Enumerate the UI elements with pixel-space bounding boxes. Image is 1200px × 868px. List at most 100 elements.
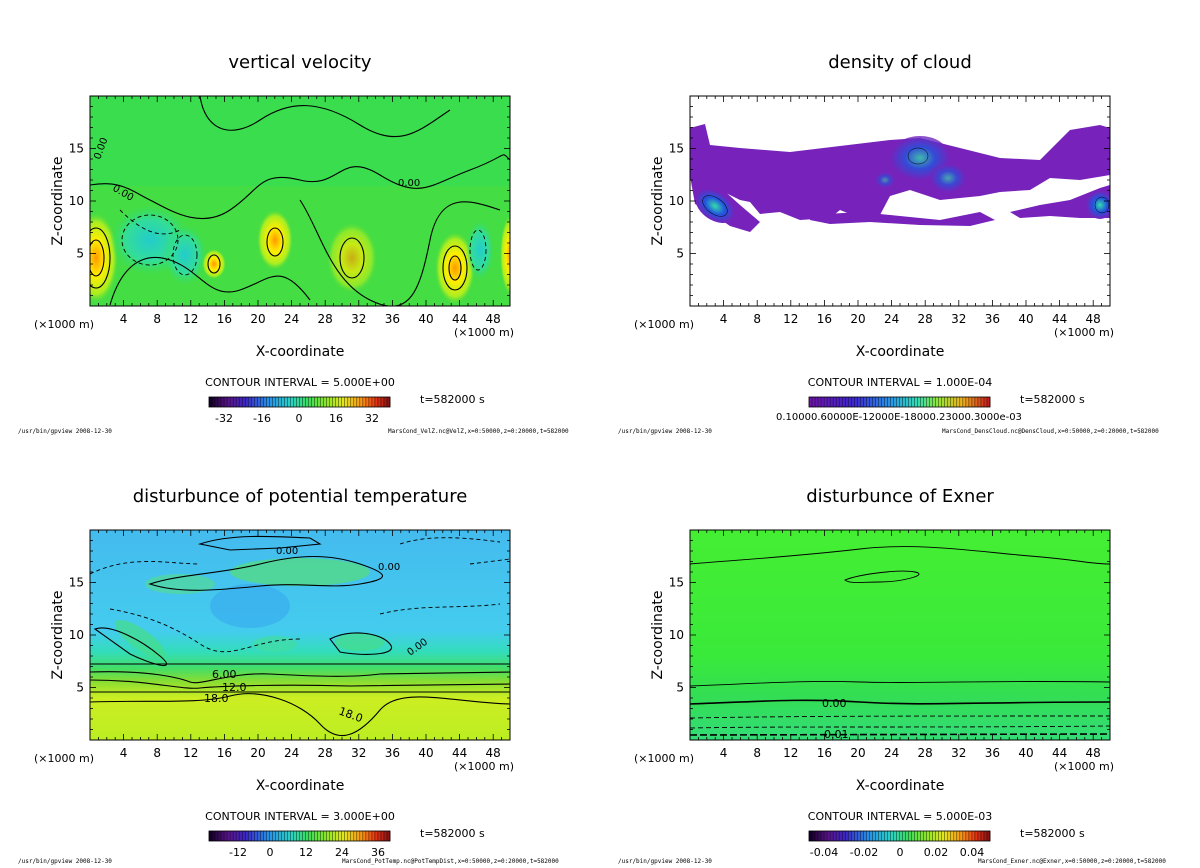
colorbar-cell	[224, 831, 228, 841]
chart-title: disturbunce of potential temperature	[133, 486, 468, 507]
colorbar-cell	[929, 831, 933, 841]
colorbar-cell	[248, 831, 252, 841]
x-tick-label: 40	[1018, 312, 1033, 326]
colorbar-cell	[962, 831, 967, 841]
colorbar-cell	[296, 397, 300, 407]
x-tick-label: 44	[1052, 312, 1067, 326]
colorbar-cell	[383, 397, 388, 407]
colorbar-cell	[977, 397, 982, 407]
colorbar-cell	[272, 397, 276, 407]
colorbar-cell	[968, 397, 973, 407]
x-tick-label: 44	[452, 312, 467, 326]
x-axis-label: X-coordinate	[856, 778, 945, 794]
colorbar-cell	[845, 397, 849, 407]
x-tick-label: 8	[153, 746, 161, 760]
y-tick-label: 15	[669, 142, 684, 156]
x-tick-label: 20	[850, 746, 865, 760]
colorbar-cell	[932, 831, 936, 841]
colorbar-cell	[362, 831, 367, 841]
colorbar-tick: -0.04	[810, 846, 838, 859]
colorbar-cell	[365, 397, 370, 407]
colorbar-cell	[329, 397, 333, 407]
colorbar-cell	[818, 397, 822, 407]
colorbar-cell	[950, 397, 955, 407]
colorbar-cell	[290, 831, 294, 841]
colorbar-tick: 0	[897, 846, 904, 859]
colorbar-cell	[260, 831, 264, 841]
colorbar-tick: 32	[365, 412, 379, 425]
colorbar-cell	[263, 397, 267, 407]
colorbar-cell	[812, 831, 816, 841]
colorbar-cell	[323, 831, 327, 841]
colorbar-cell	[899, 831, 903, 841]
colorbar-cell	[878, 397, 882, 407]
y-tick-label: 5	[676, 681, 684, 695]
colorbar-cell	[308, 831, 312, 841]
colorbar-cell	[338, 831, 343, 841]
colorbar-cell	[902, 831, 906, 841]
colorbar-cell	[908, 831, 912, 841]
colorbar-cell	[239, 397, 243, 407]
x-axis-label: X-coordinate	[256, 778, 345, 794]
colorbar-cell	[845, 831, 849, 841]
colorbar-cell	[335, 831, 340, 841]
colorbar-cell	[881, 397, 885, 407]
x-tick-label: 16	[217, 746, 232, 760]
x-unit-left: (×1000 m)	[634, 752, 694, 765]
colorbar-cell	[221, 831, 225, 841]
colorbar-cell	[926, 831, 930, 841]
colorbar-cell	[272, 831, 276, 841]
colorbar-cell	[917, 397, 921, 407]
colorbar-cell	[281, 831, 285, 841]
contour-interval: CONTOUR INTERVAL = 5.000E+00	[205, 376, 395, 389]
x-tick-label: 4	[120, 312, 128, 326]
colorbar-cell	[890, 397, 894, 407]
colorbar-cell	[875, 397, 879, 407]
colorbar-cell	[386, 831, 391, 841]
colorbar-cell	[236, 397, 240, 407]
colorbar-cell	[230, 831, 234, 841]
colorbar-cell	[386, 397, 391, 407]
chart-vertical-velocity: vertical velocity	[34, 52, 514, 425]
colorbar-cell	[356, 831, 361, 841]
colorbar-cell	[941, 397, 946, 407]
x-tick-label: 48	[1086, 312, 1101, 326]
y-tick-label: 5	[76, 247, 84, 261]
y-tick-label: 15	[669, 576, 684, 590]
colorbar-cell	[299, 397, 303, 407]
field-density-of-cloud	[690, 96, 1110, 306]
colorbar-cell	[359, 831, 364, 841]
colorbar-cell	[851, 397, 855, 407]
colorbar-tick: 36	[371, 846, 385, 859]
colorbar-cell	[260, 397, 264, 407]
colorbar-cell	[230, 397, 234, 407]
colorbar-cell	[929, 397, 933, 407]
colorbar-cell	[923, 831, 927, 841]
colorbar-cell	[278, 397, 282, 407]
colorbar-cell	[947, 831, 952, 841]
colorbar-cell	[356, 397, 361, 407]
colorbar-cell	[950, 831, 955, 841]
colorbar-border	[808, 830, 991, 842]
time-label: t=582000 s	[1020, 393, 1085, 406]
colorbar-tick: -0.02	[850, 846, 878, 859]
colorbar-cell	[371, 831, 376, 841]
x-tick-label: 16	[817, 746, 832, 760]
colorbar-cell	[980, 831, 985, 841]
colorbar-cell	[839, 831, 843, 841]
colorbar-cell	[926, 397, 930, 407]
colorbar-cell	[821, 397, 825, 407]
colorbar-cell	[899, 397, 903, 407]
colorbar-cell	[251, 831, 255, 841]
colorbar-cell	[920, 831, 924, 841]
colorbar-cell	[833, 397, 837, 407]
colorbar-cell	[263, 831, 267, 841]
x-tick-label: 36	[985, 312, 1000, 326]
colorbar-cell	[233, 831, 237, 841]
colorbar-tick: 0	[267, 846, 274, 859]
contour-label: 0.00	[378, 562, 400, 573]
colorbar-cell	[275, 831, 279, 841]
colorbar-cell	[293, 831, 297, 841]
